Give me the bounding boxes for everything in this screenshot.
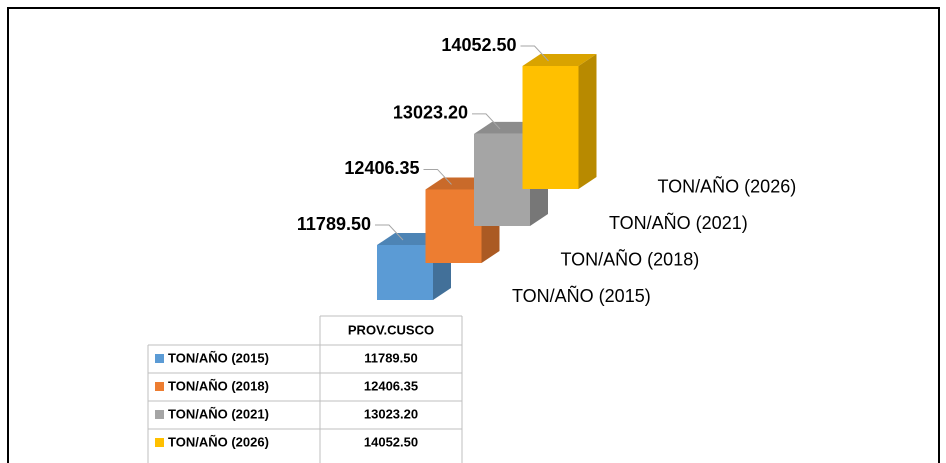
- bar-front: [474, 133, 530, 226]
- legend-swatch: [155, 382, 164, 391]
- legend-label: TON/AÑO (2015): [168, 350, 269, 365]
- table-value: 12406.35: [364, 378, 418, 393]
- data-label: 13023.20: [393, 103, 468, 123]
- table-value: 14052.50: [364, 434, 418, 449]
- depth-axis-label: TON/AÑO (2015): [512, 285, 651, 306]
- bar-front: [425, 189, 482, 263]
- table-value: 11789.50: [364, 350, 418, 365]
- leader-line: [472, 113, 501, 130]
- depth-axis-label: TON/AÑO (2021): [609, 212, 748, 233]
- data-label: 12406.35: [344, 158, 419, 178]
- bar: [522, 54, 597, 189]
- bar-front: [522, 66, 579, 189]
- bar-front: [377, 245, 433, 300]
- leader-line: [423, 168, 452, 185]
- legend-label: TON/AÑO (2021): [168, 406, 269, 421]
- leader-line: [520, 45, 549, 62]
- leader-line: [375, 224, 404, 241]
- data-label: 14052.50: [441, 35, 516, 55]
- bar-side: [578, 54, 597, 189]
- legend-swatch: [155, 438, 164, 447]
- data-label: 11789.50: [297, 214, 371, 234]
- legend-swatch: [155, 354, 164, 363]
- depth-axis-label: TON/AÑO (2018): [561, 248, 700, 269]
- bar-top: [522, 54, 597, 66]
- legend-label: TON/AÑO (2026): [168, 434, 269, 449]
- table-value: 13023.20: [364, 406, 418, 421]
- legend-label: TON/AÑO (2018): [168, 378, 269, 393]
- depth-axis-label: TON/AÑO (2026): [658, 175, 797, 196]
- table-header: PROV.CUSCO: [348, 322, 434, 337]
- legend-swatch: [155, 410, 164, 419]
